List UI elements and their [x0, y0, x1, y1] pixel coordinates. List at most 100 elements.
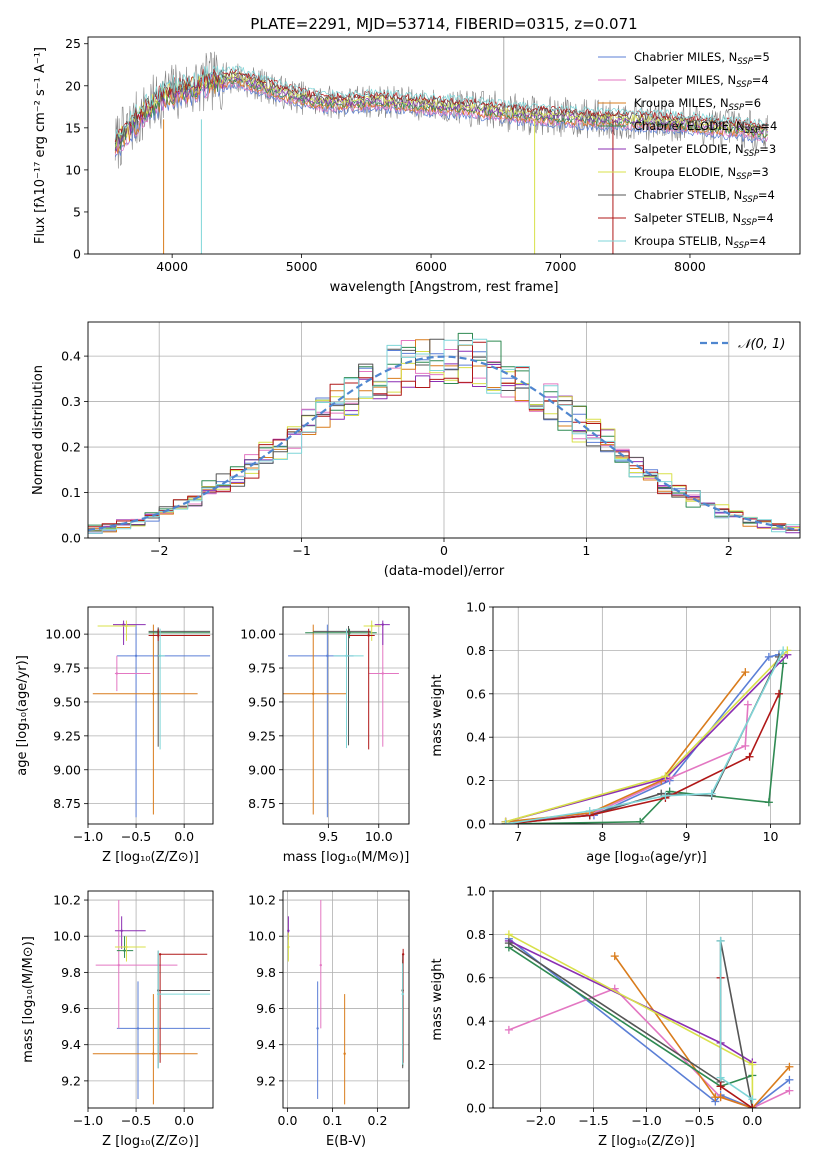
axes-frame: [282, 606, 410, 825]
x-tick-label: 2: [725, 543, 733, 558]
x-tick-label: 0: [440, 543, 448, 558]
model-spectrum-krou_miles: [114, 76, 768, 154]
y-tick-label: 0.0: [61, 531, 81, 546]
legend-label-salp_miles: Salpeter MILES, NSSP=4: [634, 73, 769, 90]
model-spectrum-salp_miles: [114, 77, 768, 156]
x-tick-label: 0.1: [323, 1113, 343, 1128]
y-axis-label: Normed distribution: [31, 365, 46, 495]
x-tick-label: 7000: [545, 259, 577, 274]
model-spectrum-chab_elodie: [114, 73, 768, 151]
y-tick-label: 9.75: [53, 661, 81, 676]
y-tick-label: 0.4: [466, 730, 486, 745]
y-tick-label: 0.2: [466, 773, 486, 788]
y-tick-label: 8.75: [53, 796, 81, 811]
x-tick-label: 10.0: [365, 829, 393, 844]
x-tick-label: 7: [514, 829, 522, 844]
weight-marker-salp_miles: [741, 741, 750, 750]
plot-area-age_vs_Z: [92, 620, 211, 818]
plot-area-weight_vs_age: [501, 646, 792, 824]
y-tick-label: 9.6: [256, 1001, 276, 1016]
axes-spectrum: 4000 5000 6000 7000 8000 0 5 10 15 20 25 wavelength…: [33, 36, 801, 295]
y-tick-label: 0.6: [466, 970, 486, 985]
y-tick-label: 0.8: [466, 927, 486, 942]
errorbar-point-salp_miles: [319, 900, 322, 1029]
x-tick-label: 8: [598, 829, 606, 844]
y-tick-label: 9.50: [248, 694, 276, 709]
weight-marker-salp_stelib: [716, 1082, 725, 1091]
weight-marker-chab_elodie: [764, 798, 773, 807]
axes-frame: [87, 890, 214, 1109]
data-point: [287, 929, 290, 932]
plot-area-mass_vs_Z: [92, 900, 211, 1105]
y-tick-label: 9.2: [256, 1073, 276, 1088]
y-tick-label: 0.8: [466, 643, 486, 658]
y-tick-label: 1.0: [466, 884, 486, 899]
y-tick-label: 9.8: [61, 965, 81, 980]
errorbar-point-krou_stelib: [401, 963, 404, 1065]
y-tick-label: 8.75: [248, 796, 276, 811]
x-tick-label: 4000: [156, 259, 188, 274]
data-point: [152, 692, 155, 695]
x-axis-label: mass [log₁₀(M/M⊙)]: [283, 850, 410, 865]
x-tick-label: −2: [150, 543, 168, 558]
x-tick-label: 0.2: [368, 1113, 388, 1128]
weight-marker-chab_elodie: [779, 659, 788, 668]
data-point: [401, 992, 404, 996]
x-tick-label: 0.0: [174, 1113, 194, 1128]
errorbar-point-salp_elodie: [113, 620, 146, 645]
data-point: [316, 1027, 319, 1030]
x-axis-label: Z [log₁₀(Z/Z⊙)]: [102, 850, 199, 865]
y-tick-label: 0.4: [466, 1014, 486, 1029]
weight-marker-chab_elodie: [636, 817, 645, 824]
legend-label-krou_elodie: Kroupa ELODIE, NSSP=3: [634, 165, 769, 182]
legend-label-salp_elodie: Salpeter ELODIE, NSSP=3: [634, 142, 776, 159]
legend-label-salp_stelib: Salpeter STELIB, NSSP=4: [634, 211, 774, 228]
data-point: [319, 963, 322, 967]
data-point: [125, 945, 128, 949]
errorbar-point-krou_miles: [283, 624, 347, 815]
weight-marker-krou_stelib: [501, 820, 510, 824]
data-point: [158, 654, 162, 658]
x-tick-label: 6000: [415, 259, 447, 274]
y-tick-label: 9.8: [256, 965, 276, 980]
axes-mass_vs_EBV: 0.0 0.1 0.2 9.2 9.4 9.6 9.8 10.0 10.2 E(B-V): [248, 890, 410, 1149]
data-point: [381, 672, 384, 675]
errorbar-point-krou_stelib: [158, 628, 165, 750]
data-point: [326, 654, 329, 658]
x-tick-label: 0.0: [278, 1113, 298, 1128]
model-spectrum-krou_stelib: [114, 65, 768, 140]
plot-area-weight_vs_Z: [504, 930, 794, 1108]
x-tick-label: −0.5: [121, 1113, 151, 1128]
data-point: [136, 1027, 140, 1030]
weight-marker-salp_miles: [743, 700, 752, 709]
axes-weight_vs_age: 7 8 9 10 0.0 0.2 0.4 0.6 0.8 1.0 age [log₁₀(age/yr…: [430, 600, 801, 865]
y-tick-label: 0.4: [61, 349, 81, 364]
legend-label-chab_elodie: Chabrier ELODIE, NSSP=4: [634, 119, 777, 136]
errorbar-point-krou_elodie: [287, 932, 290, 962]
data-point: [156, 634, 160, 637]
legend-label-chab_stelib: Chabrier STELIB, NSSP=4: [634, 188, 775, 205]
data-point: [347, 630, 350, 633]
legend-label-krou_stelib: Kroupa STELIB, NSSP=4: [634, 234, 766, 251]
x-tick-label: 9: [682, 829, 690, 844]
errorbar-point-salp_stelib: [348, 628, 375, 750]
spectrum-legend: Chabrier MILES, NSSP=5 Salpeter MILES, NS…: [598, 50, 777, 251]
y-tick-label: 9.50: [53, 694, 81, 709]
axes-weight_vs_Z: −2.0 −1.5 −1.0 −0.5 0.0 0.0 0.2 0.4 0.6 0.8 1.0 Z […: [430, 884, 801, 1149]
x-tick-label: −2.0: [525, 1113, 555, 1128]
x-tick-label: −1.0: [631, 1113, 661, 1128]
x-axis-label: (data-model)/error: [384, 564, 505, 579]
weight-marker-chab_stelib: [504, 939, 513, 948]
axes-age_vs_Z: −1.0 −0.5 0.0 8.75 9.00 9.25 9.50 9.75 10.00 Z [l…: [15, 606, 214, 865]
x-tick-label: −0.5: [121, 829, 151, 844]
weight-marker-krou_stelib: [716, 936, 725, 945]
errorbar-point-krou_stelib: [156, 950, 211, 1069]
y-tick-label: 10.0: [53, 929, 81, 944]
weight-marker-krou_miles: [716, 1093, 725, 1102]
weight-marker-krou_miles: [610, 952, 619, 961]
errorbar-point-salp_miles: [114, 655, 151, 692]
y-tick-label: 0.2: [61, 440, 81, 455]
y-tick-label: 20: [65, 78, 81, 93]
weight-marker-krou_stelib: [707, 789, 716, 798]
model-spectrum-salp_elodie: [114, 72, 768, 152]
